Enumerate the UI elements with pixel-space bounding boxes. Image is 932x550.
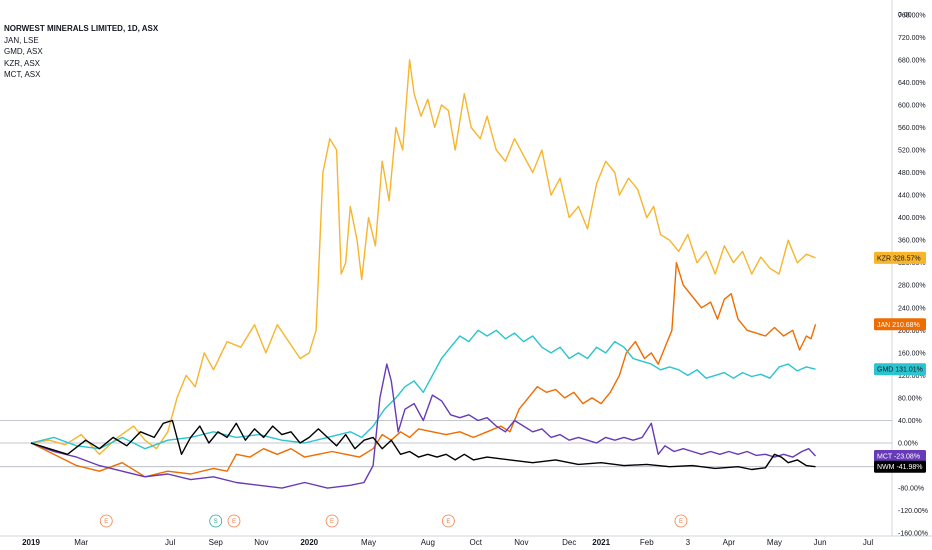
x-tick-label: Apr [723,538,736,547]
x-tick-label: May [767,538,782,547]
series-line-jan [30,262,817,478]
y-tick-label: 560.00% [898,125,926,132]
x-tick-label: 2019 [22,538,40,547]
last-value-tag-nwm: NWM -41.98% [874,460,926,473]
tag-background [874,363,926,376]
y-tick-label: 640.00% [898,80,926,87]
series-line-gmd [30,329,816,450]
x-tick-label: 2020 [300,538,318,547]
tag-background [874,450,926,463]
tag-background [874,251,926,264]
tag-label: KZR 328.57% [877,255,921,262]
x-tick-label: Mar [74,538,88,547]
y-tick-label: 760.00% [898,12,926,19]
tag-label: NWM -41.98% [877,464,923,471]
last-value-tag-gmd: GMD 131.01% [874,363,926,376]
x-tick-label: Jul [863,538,873,547]
x-tick-label: Jun [814,538,827,547]
event-marker [441,514,455,528]
event-marker-letter: E [330,519,334,525]
series-line-nwm [30,419,816,471]
y-top-label: 0.00 [898,12,912,19]
x-tick-label: 3 [686,538,691,547]
tag-label: GMD 131.01% [877,367,923,374]
event-marker [209,514,223,528]
x-tick-label: Nov [514,538,528,547]
x-tick-label: Jul [165,538,175,547]
y-tick-label: 400.00% [898,215,926,222]
x-tick-label: Aug [421,538,435,547]
y-tick-label: -160.00% [898,531,928,538]
x-tick-label: Nov [254,538,268,547]
y-tick-label: 40.00% [898,418,922,425]
y-tick-label: 240.00% [898,305,926,312]
y-tick-label: 600.00% [898,102,926,109]
x-tick-label: Oct [470,538,483,547]
x-tick-label: May [361,538,376,547]
last-value-tags: KZR 328.57% JAN 210.68% GMD 131.01% MCT -23… [874,251,926,473]
event-marker [674,514,688,528]
x-axis: 2019 Mar Jul Sep Nov 2020 May Aug Oct Nov Dec 2021 F… [22,538,873,547]
x-tick-label: Dec [562,538,576,547]
event-marker-letter: E [679,519,683,525]
y-tick-label: 480.00% [898,170,926,177]
x-tick-label: Feb [640,538,654,547]
tag-background [874,460,926,473]
series-line-kzr [30,59,816,455]
y-tick-label: 80.00% [898,395,922,402]
y-tick-label: 120.00% [898,373,926,380]
event-marker [227,514,241,528]
legend-item-jan[interactable]: JAN, LSE [4,35,39,45]
last-value-tag-mct: MCT -23.08% [874,450,926,463]
legend-item-kzr[interactable]: KZR, ASX [4,58,41,68]
y-tick-label: 720.00% [898,35,926,42]
legend-main-symbol[interactable]: NORWEST MINERALS LIMITED, 1D, ASX [4,24,159,33]
y-tick-label: -80.00% [898,486,924,493]
y-tick-label: 0.00% [898,441,918,448]
y-tick-label: 680.00% [898,57,926,64]
event-marker [99,514,113,528]
y-tick-label: 520.00% [898,148,926,155]
chart-legend: NORWEST MINERALS LIMITED, 1D, ASX JAN, L… [4,23,158,81]
legend-item-gmd[interactable]: GMD, ASX [4,47,43,56]
event-marker-letter: E [446,519,450,525]
x-tick-label: Sep [209,538,224,547]
series-line-mct [30,363,817,489]
y-tick-label: -120.00% [898,508,928,515]
y-tick-label: 200.00% [898,328,926,335]
x-tick-label: 2021 [592,538,610,547]
last-value-tag-jan: JAN 210.68% [874,318,926,331]
event-marker-letter: E [232,519,236,525]
tag-label: MCT -23.08% [877,454,920,461]
last-value-tag-kzr: KZR 328.57% [874,251,926,264]
event-marker-letter: S [214,519,218,525]
tag-label: JAN 210.68% [877,322,920,329]
event-marker [325,514,339,528]
y-tick-label: 360.00% [898,238,926,245]
tag-background [874,318,926,331]
series-layer [30,59,817,489]
legend-item-mct[interactable]: MCT, ASX [4,70,41,79]
event-marker-letter: E [104,519,108,525]
y-tick-label: 440.00% [898,193,926,200]
y-tick-label: 280.00% [898,283,926,290]
y-tick-label: 160.00% [898,350,926,357]
